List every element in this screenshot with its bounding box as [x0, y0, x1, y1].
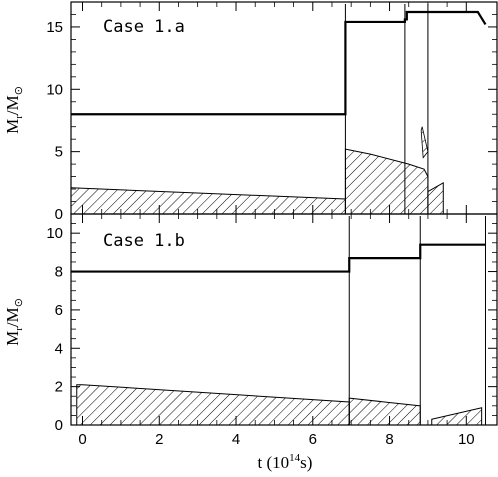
- y-axis-label-b-main: M: [3, 331, 22, 346]
- panel-b-step-line: [71, 243, 486, 273]
- x-axis-label-main: t (10: [258, 453, 290, 472]
- panel-a-hatch-layer: [70, 126, 444, 215]
- panel-a-y-tick-label-3: 15: [46, 19, 63, 36]
- panel-a: Case 1.a 0 5 10 15: [46, 1, 498, 223]
- x-axis-label: t (1014s): [258, 452, 313, 472]
- y-axis-label-b-sub: r: [13, 327, 25, 331]
- panel-b-y-tick-label-0: 0: [55, 417, 63, 434]
- panel-b-x-tick-label-5: 10: [458, 431, 475, 448]
- y-axis-label-b-sun: ⊙: [13, 298, 25, 307]
- panel-a-y-tick-label-1: 5: [55, 144, 63, 161]
- x-axis-label-tail: s): [300, 453, 312, 472]
- panel-b-x-tick-label-0: 0: [78, 431, 86, 448]
- panel-b-y-tick-label-4: 8: [55, 264, 63, 281]
- panel-b-hatch-region-3: [431, 407, 483, 426]
- panel-b-x-tick-label-3: 6: [309, 431, 317, 448]
- y-axis-label-a: Mr/M⊙: [3, 86, 25, 134]
- y-axis-label-a-sun: ⊙: [13, 86, 25, 95]
- svg-text:Mr/M⊙: Mr/M⊙: [3, 86, 25, 134]
- panel-a-line-layer: [71, 4, 487, 214]
- panel-b-line-layer: [71, 216, 486, 425]
- panel-a-label: Case 1.a: [103, 17, 185, 37]
- panel-a-ticks: 0 5 10 15: [46, 1, 497, 223]
- panel-b-y-tick-label-3: 6: [55, 302, 63, 319]
- panel-b-ticks: 0 2 4 6 8 10 0 2 4 6 8 10: [46, 213, 497, 448]
- panel-a-step-line: [71, 10, 487, 116]
- panel-b: Case 1.b 0 2 4 6 8 10 0 2 4 6 8 10: [46, 213, 498, 448]
- y-axis-label-b: Mr/M⊙: [3, 298, 25, 346]
- panel-b-y-tick-label-2: 4: [55, 340, 63, 357]
- panel-b-hatch-region-2: [348, 397, 421, 426]
- panel-b-x-tick-label-4: 8: [385, 431, 393, 448]
- panel-a-y-tick-label-0: 0: [55, 206, 63, 223]
- panel-a-hatch-region-2: [344, 148, 429, 215]
- panel-b-y-tick-label-1: 2: [55, 379, 63, 396]
- panel-b-x-tick-label-1: 2: [155, 431, 163, 448]
- svg-text:Mr/M⊙: Mr/M⊙: [3, 298, 25, 346]
- y-axis-label-a-main: M: [3, 119, 22, 134]
- panel-b-hatch-region-1: [76, 384, 350, 426]
- panel-b-hatch-layer: [76, 384, 483, 426]
- panel-a-hatch-region-3: [427, 181, 444, 215]
- panel-a-y-tick-label-2: 10: [46, 81, 63, 98]
- panel-b-x-tick-label-2: 4: [232, 431, 240, 448]
- x-axis-label-exp: 14: [289, 452, 301, 464]
- panel-a-hatch-spike: [420, 126, 429, 159]
- y-axis-label-a-tail: /M: [3, 95, 22, 115]
- y-axis-label-b-tail: /M: [3, 307, 22, 327]
- panel-b-y-tick-label-5: 10: [46, 225, 63, 242]
- panel-a-hatch-region-1: [70, 187, 346, 215]
- panel-b-label: Case 1.b: [103, 231, 185, 251]
- y-axis-label-a-sub: r: [13, 115, 25, 119]
